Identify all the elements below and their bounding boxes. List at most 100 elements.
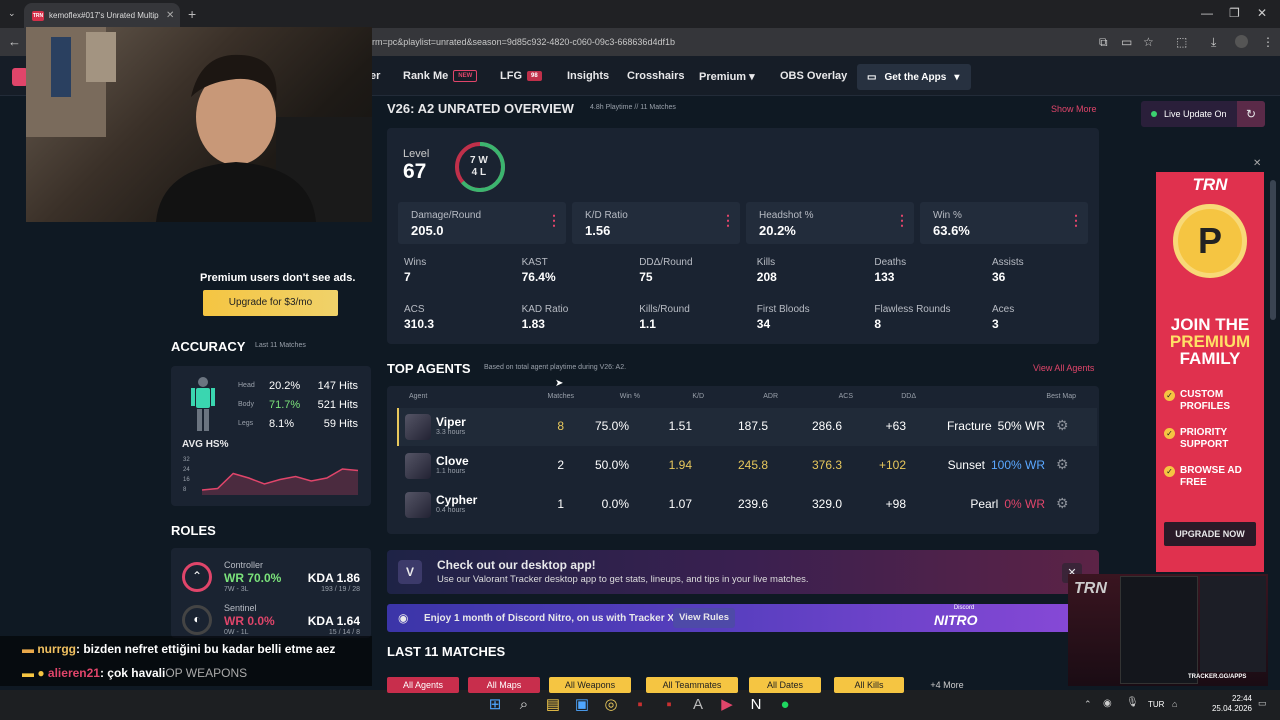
nav-rank-me[interactable]: Rank Me NEW <box>403 70 478 83</box>
nitro-banner[interactable] <box>387 604 1099 632</box>
back-icon[interactable]: ← <box>8 34 21 49</box>
stat-menu-icon[interactable]: ⋮ <box>895 212 909 228</box>
close-window-icon[interactable]: ✕ <box>1257 6 1268 20</box>
stat-label: KAST <box>521 257 548 268</box>
ad-h3: FAMILY <box>1179 349 1241 368</box>
browser-tab[interactable]: TRN kemoflex#017's Unrated Multip ✕ <box>24 3 180 28</box>
agent-name: Viper <box>436 415 466 429</box>
nav-crosshairs[interactable]: Crosshairs <box>627 70 685 82</box>
accuracy-subtitle: Last 11 Matches <box>255 342 306 349</box>
filter-chip[interactable]: All Kills <box>834 677 904 693</box>
main-stat-card[interactable] <box>572 202 740 244</box>
valorant-icon[interactable]: A <box>692 696 703 713</box>
upgrade-now-button[interactable]: UPGRADE NOW <box>1164 522 1256 546</box>
accuracy-hits: 147 Hits <box>317 380 358 392</box>
chrome-icon[interactable]: ◎ <box>604 696 618 713</box>
desktop-app-text: Use our Valorant Tracker desktop app to … <box>437 574 809 585</box>
get-apps-button[interactable]: ▭ Get the Apps ▾ <box>857 64 971 90</box>
tray-chevron-icon[interactable]: ⌃ <box>1084 699 1092 709</box>
stat-value: 36 <box>992 270 1006 284</box>
scrollbar[interactable] <box>1270 180 1276 320</box>
chat-overlay <box>0 636 372 686</box>
nav-insights[interactable]: Insights <box>567 70 610 82</box>
bookmark-star-icon[interactable]: ☆ <box>1143 35 1154 49</box>
stat-label: KAD Ratio <box>521 304 569 315</box>
show-more-link[interactable]: Show More <box>1051 104 1097 114</box>
file-explorer-icon[interactable]: ▤ <box>545 696 561 713</box>
upgrade-button[interactable]: Upgrade for $3/mo <box>203 290 338 316</box>
agent-dd: +98 <box>885 497 906 511</box>
role-icon: ◐ <box>182 605 212 635</box>
filter-chip[interactable]: All Agents <box>387 677 459 693</box>
photos-icon[interactable]: ▣ <box>574 696 590 713</box>
clock[interactable]: 22:44 25.04.2026 <box>1210 694 1252 714</box>
accuracy-title: ACCURACY <box>171 339 246 354</box>
live-update-toggle[interactable]: Live Update On ↻ <box>1141 101 1265 127</box>
minimize-icon[interactable]: — <box>1201 6 1213 20</box>
notion-icon[interactable]: N <box>750 696 762 713</box>
search-icon[interactable]: ⌕ <box>519 696 529 713</box>
filter-chip[interactable]: All Teammates <box>646 677 738 693</box>
stat-menu-icon[interactable]: ⋮ <box>721 212 735 228</box>
main-stat-card[interactable] <box>398 202 566 244</box>
main-stat-card[interactable] <box>746 202 914 244</box>
table-header: Matches <box>547 393 574 400</box>
extensions-icon[interactable]: ⬚ <box>1176 35 1188 49</box>
url-text[interactable]: rm=pc&playlist=unrated&season=9d85c932-4… <box>372 37 675 47</box>
filter-chip[interactable]: All Dates <box>749 677 821 693</box>
chat-line: ▬ ● alieren21: çok havaliOP WEAPONS <box>22 666 247 680</box>
stat-value: 8 <box>874 317 882 331</box>
tray-mic-icon[interactable]: 🎙 <box>1126 697 1139 708</box>
windows-start-icon[interactable]: ⊞ <box>488 696 502 713</box>
filter-chip[interactable]: All Maps <box>468 677 540 693</box>
wins-count: 7 W <box>470 155 488 166</box>
network-icon[interactable]: ⌂ <box>1172 699 1178 709</box>
agent-portrait <box>405 414 431 440</box>
media-icon[interactable]: ▶ <box>721 696 733 713</box>
chat-line: ▬ nurrgg: bizden nefret ettiğini bu kada… <box>22 642 335 656</box>
view-rules-button[interactable]: View Rules <box>673 608 735 628</box>
language-indicator[interactable]: TUR <box>1148 700 1165 709</box>
close-ad-icon[interactable]: ✕ <box>1253 158 1262 169</box>
notification-icon[interactable]: ▭ <box>1258 698 1267 708</box>
nav-obs-overlay[interactable]: OBS Overlay <box>780 70 848 82</box>
filter-chip[interactable]: All Weapons <box>549 677 631 693</box>
nav-premium[interactable]: Premium ▾ <box>699 70 755 83</box>
role-name: Controller <box>224 560 264 570</box>
nav-item-partial[interactable]: er <box>370 70 381 82</box>
main-stat-card[interactable] <box>920 202 1088 244</box>
spotify-icon[interactable]: ● <box>780 696 790 713</box>
agent-matches: 1 <box>557 497 564 511</box>
refresh-icon[interactable]: ↻ <box>1237 101 1265 127</box>
download-icon[interactable]: ⤓ <box>1211 35 1217 49</box>
stat-menu-icon[interactable]: ⋮ <box>1069 212 1083 228</box>
tracker-logo-icon[interactable] <box>12 68 28 86</box>
trn-video-overlay: TRN TRACKER.GG/APPS <box>1068 574 1268 686</box>
tray-discord-icon[interactable]: ◉ <box>1103 698 1112 709</box>
stat-menu-icon[interactable]: ⋮ <box>547 212 561 228</box>
filter-chip[interactable]: +4 More <box>930 680 964 690</box>
close-tab-icon[interactable]: ✕ <box>166 10 175 21</box>
profile-avatar[interactable] <box>1235 35 1248 48</box>
agent-hours: 3.3 hours <box>436 429 466 436</box>
chat-user: alieren21 <box>47 666 100 680</box>
nav-lfg[interactable]: LFG 98 <box>500 70 542 82</box>
chevron-down-icon: ▾ <box>749 71 755 83</box>
browser-menu-icon[interactable]: ⋮ <box>1262 35 1274 49</box>
translate-icon[interactable]: ⧉ <box>1099 35 1108 49</box>
maximize-icon[interactable]: ❐ <box>1229 6 1240 20</box>
role-kda-breakdown: 15 / 14 / 8 <box>328 629 360 636</box>
app-icon[interactable]: ▪ <box>666 696 672 713</box>
app-icon[interactable]: ▪ <box>637 696 643 713</box>
view-all-agents-link[interactable]: View All Agents <box>1033 363 1095 373</box>
ad-feature: BROWSE AD FREE <box>1180 465 1242 488</box>
tab-list-icon[interactable]: ⌄ <box>8 8 16 18</box>
premium-badge-icon: P <box>1173 204 1247 278</box>
new-tab-icon[interactable]: + <box>188 6 197 22</box>
agent-row[interactable] <box>397 408 1097 446</box>
desktop-app-banner[interactable] <box>387 550 1099 594</box>
cast-icon[interactable]: ▭ <box>1121 35 1133 49</box>
premium-ad[interactable]: TRN P JOIN THE PREMIUM FAMILY UPGRADE NO… <box>1156 172 1264 572</box>
agent-win: 50.0% <box>594 458 629 472</box>
app-mockup <box>1200 576 1266 672</box>
